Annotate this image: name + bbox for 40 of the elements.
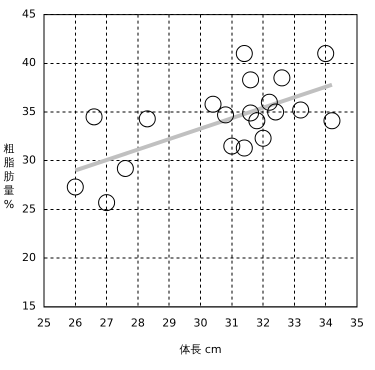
y-tick-label: 40 [22,56,36,70]
point [223,138,240,155]
y-axis-title: 粗脂肪量% [2,142,16,212]
point [116,160,134,177]
point [260,94,278,111]
point [254,130,272,147]
x-tick-label: 34 [318,316,333,330]
y-tick-label: 35 [22,104,36,118]
x-tick-label: 35 [350,316,364,330]
point [292,102,310,119]
point [273,69,290,86]
point [236,140,253,157]
x-tick-label: 29 [162,316,176,330]
point [323,112,340,130]
x-tick-label: 27 [100,316,114,330]
point [248,112,266,130]
x-axis-title: 体長 cm [178,342,223,357]
x-tick-label: 33 [287,316,302,330]
x-tick-label: 31 [224,316,239,330]
point [138,110,156,128]
x-tick-label: 26 [68,316,82,330]
x-tick-label: 25 [37,316,51,330]
point [242,71,260,88]
point [317,45,334,62]
point [217,106,234,124]
point [98,194,116,212]
point [66,178,84,196]
point [242,104,260,122]
y-tick-label: 25 [22,202,36,216]
y-tick-label: 30 [22,154,36,167]
x-tick-label: 30 [194,316,208,330]
point [204,96,222,113]
y-tick-label: 45 [22,7,36,20]
x-tick-label: 28 [130,316,145,330]
y-tick-label: 20 [22,250,36,264]
point [267,104,284,120]
point [86,108,103,126]
x-tick-label: 32 [256,316,270,330]
point [236,45,253,62]
y-tick-label: 15 [22,300,36,313]
